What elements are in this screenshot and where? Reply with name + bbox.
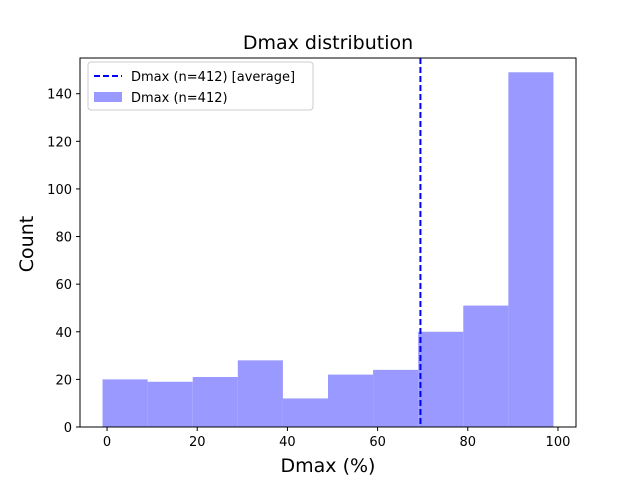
x-axis-label: Dmax (%) (281, 455, 376, 477)
y-tick-label: 20 (55, 373, 72, 388)
legend-histogram-swatch (94, 92, 122, 102)
histogram-bar (282, 398, 328, 427)
y-tick-label: 140 (47, 88, 72, 103)
histogram-bar (192, 377, 238, 427)
y-tick-label: 80 (55, 231, 72, 246)
histogram-bar (328, 374, 374, 427)
histogram-bar (418, 331, 464, 427)
legend-histogram-label: Dmax (n=412) (131, 91, 228, 106)
legend: Dmax (n=412) [average] Dmax (n=412) (87, 61, 314, 111)
x-tick-label: 80 (460, 435, 477, 450)
plot-frame (79, 57, 577, 428)
y-tick-label: 40 (55, 326, 72, 341)
y-tick-label: 0 (64, 421, 72, 436)
histogram-bar (373, 369, 419, 427)
y-axis-label: Count (16, 216, 38, 272)
histogram-bar (237, 360, 283, 427)
legend-average-label: Dmax (n=412) [average] (131, 70, 295, 85)
histogram-bar (102, 379, 148, 427)
y-tick-label: 120 (47, 135, 72, 150)
x-tick-label: 60 (369, 435, 386, 450)
histogram-bar (508, 72, 554, 427)
x-tick-label: 0 (103, 435, 111, 450)
y-tick-label: 100 (47, 183, 72, 198)
chart-title: Dmax distribution (243, 32, 413, 54)
histogram-bar (463, 305, 509, 427)
x-axis: 0 20 40 60 80 100 (103, 427, 570, 450)
y-tick-label: 60 (55, 278, 72, 293)
y-axis: 0 20 40 60 80 100 120 140 (47, 88, 80, 436)
legend-box (87, 61, 314, 111)
x-tick-label: 100 (546, 435, 571, 450)
histogram-bar (147, 381, 193, 427)
x-tick-label: 40 (279, 435, 296, 450)
x-tick-label: 20 (189, 435, 206, 450)
bars-group (102, 72, 554, 427)
